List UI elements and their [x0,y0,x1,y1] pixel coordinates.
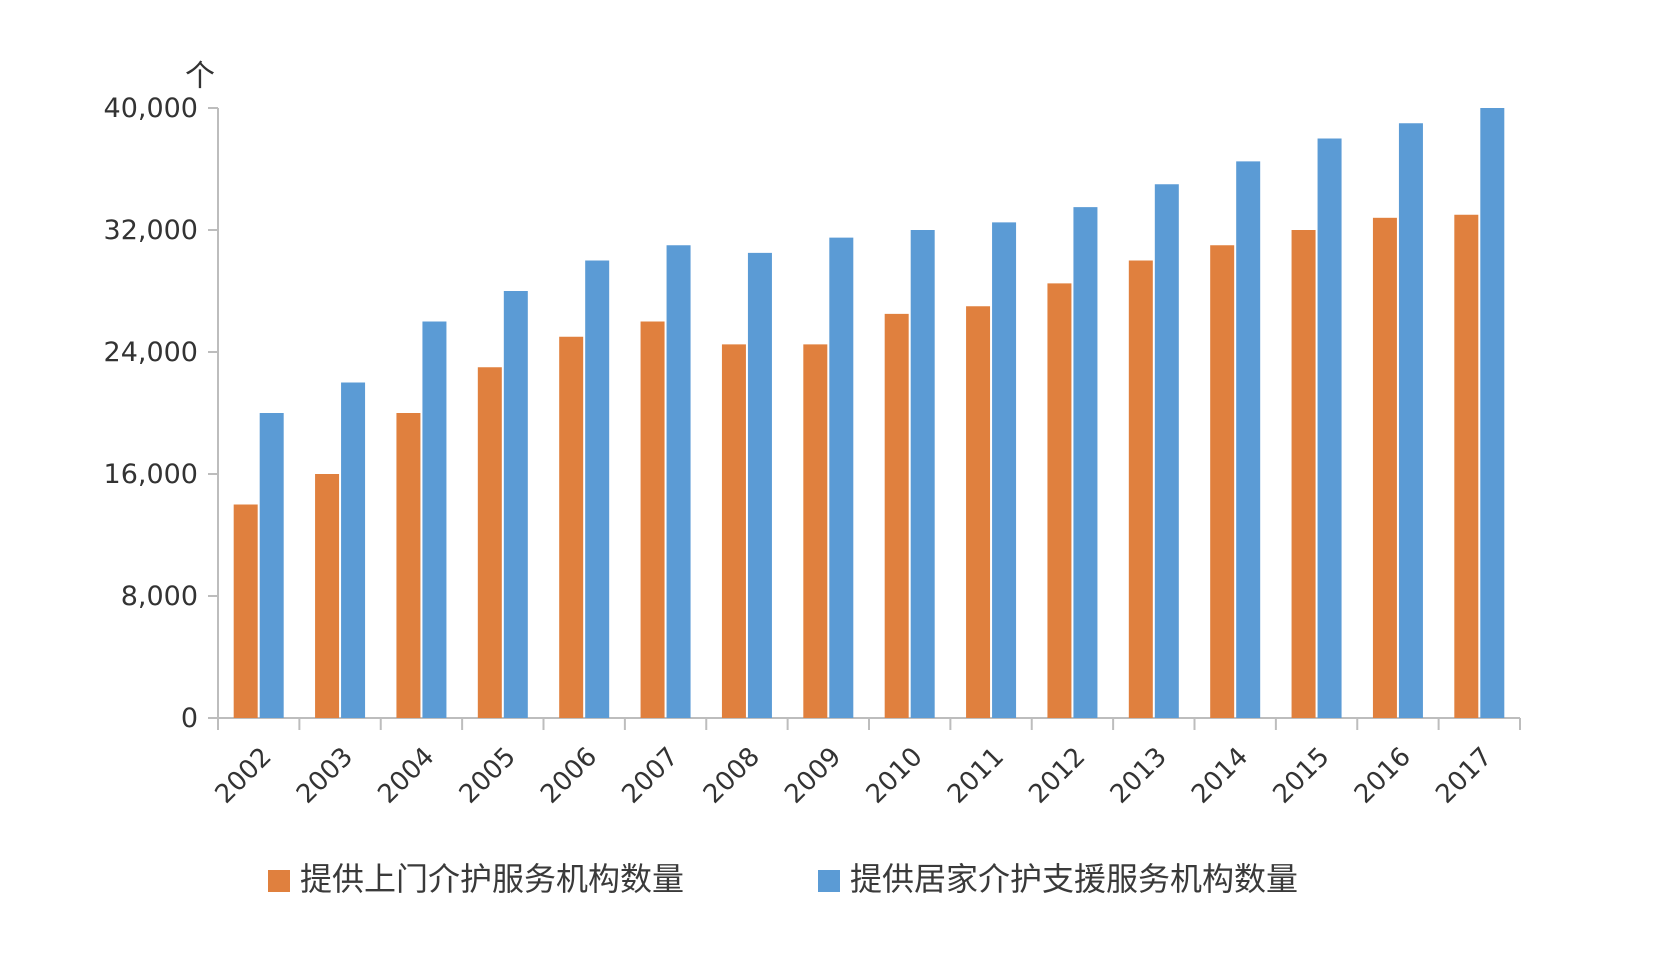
bar-home-support-2002 [259,413,284,718]
x-tick-label: 2007 [617,742,685,810]
bar-home-support-2012 [1073,207,1098,718]
legend-label: 提供上门介护服务机构数量 [300,860,684,898]
bar-home-support-2017 [1480,108,1505,718]
bar-home-support-2016 [1398,123,1423,718]
bar-door-to-door-2016 [1372,217,1397,719]
y-tick-label: 0 [181,703,198,734]
x-tick-label: 2012 [1023,742,1091,810]
y-tick-label: 24,000 [104,337,198,368]
bar-door-to-door-2009 [803,344,828,718]
x-axis-ticks: 2002 2003 2004 2005 2006 2007 2008 2009 2010 2011… [210,718,1521,810]
bar-home-support-2007 [666,245,691,718]
x-tick-label: 2017 [1430,742,1498,810]
x-tick-label: 2003 [291,742,359,810]
x-tick-label: 2013 [1105,742,1173,810]
x-tick-label: 2016 [1349,742,1417,810]
y-axis-ticks: 0 8,000 16,000 24,000 32,000 40,000 [104,93,218,734]
bar-home-support-2015 [1317,138,1342,718]
x-tick-label: 2015 [1268,742,1336,810]
bar-door-to-door-2007 [640,321,665,718]
x-tick-label: 2005 [454,742,522,810]
bar-home-support-2009 [829,237,854,718]
y-tick-label: 16,000 [104,459,198,490]
bars [233,108,1505,719]
y-tick-label: 8,000 [121,581,198,612]
bar-home-support-2004 [422,321,447,718]
bar-door-to-door-2015 [1291,230,1316,718]
bar-home-support-2008 [747,252,772,718]
bar-home-support-2014 [1236,161,1261,718]
y-tick-label: 40,000 [104,93,198,124]
bar-door-to-door-2004 [396,413,421,718]
x-tick-label: 2008 [698,742,766,810]
x-tick-label: 2010 [861,742,929,810]
x-tick-label: 2009 [779,742,847,810]
bar-home-support-2003 [341,382,366,718]
bar-door-to-door-2005 [477,367,502,718]
bar-door-to-door-2002 [233,504,258,718]
bar-door-to-door-2014 [1210,245,1235,718]
legend-swatch [818,870,840,892]
bar-home-support-2006 [585,260,610,718]
bar-door-to-door-2013 [1128,260,1153,718]
bar-door-to-door-2017 [1454,214,1479,718]
y-tick-label: 32,000 [104,215,198,246]
bar-door-to-door-2008 [721,344,746,718]
bar-door-to-door-2006 [559,336,584,718]
x-tick-label: 2014 [1186,742,1254,810]
legend: 提供上门介护服务机构数量 提供居家介护支援服务机构数量 [268,860,1298,898]
bar-home-support-2013 [1154,184,1179,718]
legend-label: 提供居家介护支援服务机构数量 [850,860,1298,898]
x-tick-label: 2004 [372,742,440,810]
bar-home-support-2010 [910,230,935,718]
x-tick-label: 2002 [210,742,278,810]
y-axis-unit-label: 个 [185,59,215,94]
bar-door-to-door-2012 [1047,283,1072,718]
legend-swatch [268,870,290,892]
bar-home-support-2005 [503,291,528,718]
x-tick-label: 2011 [942,742,1010,810]
bar-door-to-door-2010 [884,313,909,718]
bar-door-to-door-2011 [966,306,991,718]
bar-home-support-2011 [992,222,1017,718]
x-tick-label: 2006 [535,742,603,810]
bar-door-to-door-2003 [315,474,340,718]
